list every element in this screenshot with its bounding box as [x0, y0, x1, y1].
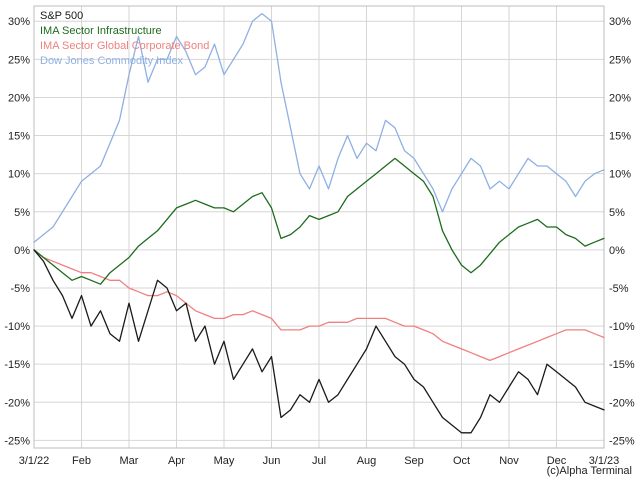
series-line-3	[33, 249, 605, 362]
plot-frame	[33, 5, 605, 449]
y-tick-label-right: 0%	[609, 245, 625, 257]
legend-entry-1: S&P 500	[40, 10, 83, 22]
y-tick-label-left: 30%	[8, 16, 30, 28]
x-tick-label: Nov	[499, 455, 519, 467]
legend-entry-3: IMA Sector Global Corporate Bond	[40, 40, 209, 52]
y-tick-label-left: -15%	[4, 359, 30, 371]
x-tick-label: May	[214, 455, 235, 467]
y-tick-label-right: 15%	[609, 131, 631, 143]
x-tick-label: Apr	[168, 455, 185, 467]
x-tick-label: 3/1/23	[589, 455, 620, 467]
y-tick-label-right: 5%	[609, 207, 625, 219]
y-tick-label-left: -5%	[10, 283, 30, 295]
y-tick-label-right: 30%	[609, 16, 631, 28]
y-tick-label-right: -15%	[609, 359, 635, 371]
x-tick-label: Jul	[312, 455, 326, 467]
y-tick-label-right: 20%	[609, 92, 631, 104]
x-tick-label: Oct	[453, 455, 470, 467]
y-axis-right-labels: 30% 25% 20% 15% 10% 5% 0% -5% -10% -15% -20% -25%	[609, 16, 635, 447]
x-tick-label: Mar	[120, 455, 139, 467]
x-tick-label: Aug	[357, 455, 377, 467]
x-axis-labels: 3/1/22 Feb Mar Apr May Jun Jul Aug Sep Oct Nov Dec 3…	[19, 455, 620, 467]
x-tick-label: Dec	[547, 455, 567, 467]
y-tick-label-left: -25%	[4, 435, 30, 447]
series-layer	[33, 12, 605, 434]
y-tick-label-left: 10%	[8, 169, 30, 181]
y-tick-label-right: 10%	[609, 169, 631, 181]
y-tick-label-right: -20%	[609, 397, 635, 409]
x-tick-label: Sep	[404, 455, 424, 467]
y-tick-label-left: 0%	[14, 245, 30, 257]
y-tick-label-right: -25%	[609, 435, 635, 447]
y-tick-label-right: 25%	[609, 54, 631, 66]
y-tick-label-right: -10%	[609, 321, 635, 333]
y-axis-left-labels: 30% 25% 20% 15% 10% 5% 0% -5% -10% -15% -20% -25%	[4, 16, 30, 447]
x-tick-label: Feb	[72, 455, 91, 467]
x-tick-label: Jun	[263, 455, 281, 467]
credit-label: (c)Alpha Terminal	[547, 465, 632, 477]
legend-entry-2: IMA Sector Infrastructure	[40, 25, 162, 37]
y-tick-label-left: 20%	[8, 92, 30, 104]
series-line-1	[33, 249, 605, 434]
y-tick-label-right: -5%	[609, 283, 629, 295]
series-line-2	[33, 157, 605, 285]
y-tick-label-left: 25%	[8, 54, 30, 66]
legend: S&P 500 IMA Sector Infrastructure IMA Sect…	[40, 10, 209, 67]
y-tick-label-left: -10%	[4, 321, 30, 333]
legend-entry-4: Dow Jones Commodity Index	[40, 55, 184, 67]
y-tick-label-left: -20%	[4, 397, 30, 409]
y-tick-label-left: 5%	[14, 207, 30, 219]
y-tick-label-left: 15%	[8, 131, 30, 143]
series-line-4	[33, 12, 605, 243]
x-tick-label: 3/1/22	[19, 455, 50, 467]
